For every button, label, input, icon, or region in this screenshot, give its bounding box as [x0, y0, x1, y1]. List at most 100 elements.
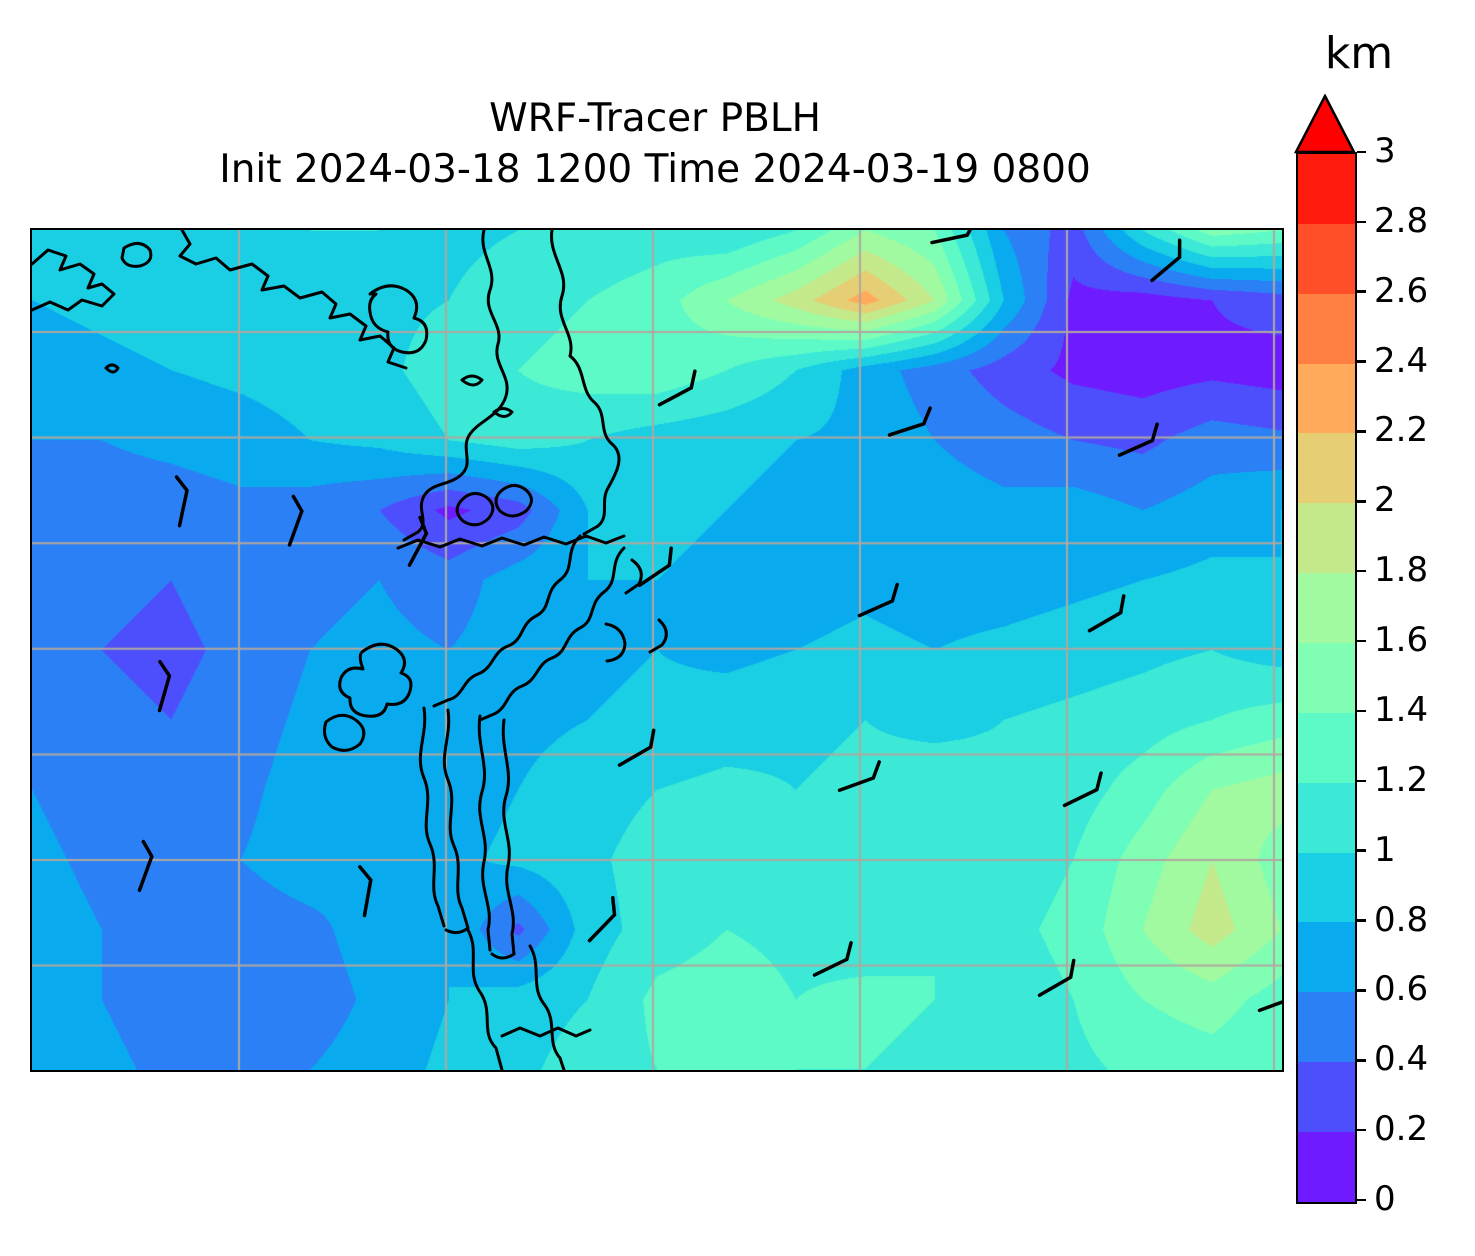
wind-barb: [137, 839, 154, 892]
plot-title-line1: WRF-Tracer PBLH: [489, 96, 821, 141]
coastline-path: [624, 558, 643, 595]
colorbar-tick-mark: [1357, 430, 1366, 433]
coastlines: [32, 230, 668, 1070]
wind-barb: [1117, 422, 1159, 457]
colorbar-tick-mark: [1357, 360, 1366, 363]
colorbar-segment: [1298, 992, 1355, 1063]
wind-barbs-layer: [137, 230, 1282, 1013]
wind-barb: [837, 760, 881, 793]
coastline-path: [418, 706, 446, 928]
wind-barb-glyph: [157, 659, 172, 713]
colorbar-extend-arrow: [1294, 94, 1357, 154]
coastline-path: [477, 714, 492, 952]
wind-barb-glyph: [407, 515, 429, 567]
coastline-path: [492, 407, 514, 418]
colorbar-tick-label: 1.8: [1374, 550, 1429, 591]
wind-barb-glyph: [657, 369, 697, 407]
wind-barb: [157, 659, 172, 713]
colorbar-segment: [1298, 712, 1355, 783]
colorbar-tick-label: 2.8: [1374, 200, 1429, 241]
colorbar-tick-mark: [1357, 500, 1366, 503]
wind-barb: [617, 728, 656, 767]
wind-barb: [887, 406, 932, 437]
coastline-path: [178, 230, 408, 370]
colorbar-segment: [1298, 852, 1355, 923]
wind-barb: [407, 515, 429, 567]
wind-barb: [857, 582, 899, 618]
colorbar-tick-mark: [1357, 1059, 1366, 1062]
wind-barb-glyph: [1257, 980, 1282, 1013]
colorbar-tick-mark: [1357, 1128, 1366, 1132]
colorbar-tick-label: 2.6: [1374, 270, 1429, 311]
colorbar-tick-mark: [1357, 989, 1366, 992]
wind-barb: [358, 865, 373, 918]
colorbar-tick-mark: [1357, 290, 1366, 293]
colorbar-segment: [1298, 223, 1355, 294]
coastline-path: [368, 284, 429, 355]
colorbar-tick-label: 3: [1374, 131, 1396, 171]
coastline-path: [648, 618, 668, 654]
pblh-field-canvas: [32, 230, 1282, 1070]
coastline-path: [32, 248, 116, 312]
colorbar-tick-mark: [1357, 569, 1366, 573]
wind-barb-glyph: [1117, 422, 1159, 457]
wind-barb-glyph: [1062, 771, 1103, 808]
coastline-path: [490, 718, 516, 960]
colorbar-tick-label: 1: [1374, 829, 1396, 870]
colorbar-bar: [1296, 152, 1357, 1204]
colorbar-tick-mark: [1357, 1198, 1366, 1202]
wind-barb: [1257, 980, 1282, 1013]
wind-barb: [287, 494, 304, 547]
wind-barb-glyph: [137, 839, 154, 892]
wind-barb-glyph: [857, 582, 899, 618]
colorbar-segment: [1298, 363, 1355, 434]
coastline-path: [604, 622, 627, 663]
wind-barb: [657, 369, 697, 407]
colorbar-segment: [1298, 503, 1355, 574]
wind-barb: [1062, 771, 1103, 808]
wind-barb: [1037, 958, 1076, 997]
colorbar-segment: [1298, 433, 1355, 504]
wind-barb-glyph: [617, 728, 656, 767]
colorbar-segment: [1298, 922, 1355, 993]
colorbar-segment: [1298, 643, 1355, 713]
colorbar-tick-label: 0: [1374, 1179, 1396, 1219]
wind-barb-glyph: [358, 865, 373, 918]
colorbar-tick-mark: [1357, 150, 1366, 154]
wind-barb: [174, 475, 189, 528]
coastline-path: [494, 484, 533, 518]
wind-barb: [812, 941, 853, 977]
wind-barb: [637, 546, 673, 588]
colorbar-tick-label: 0.2: [1374, 1109, 1429, 1150]
colorbar-tick-label: 2.2: [1374, 410, 1429, 451]
colorbar-tick-mark: [1357, 779, 1366, 783]
colorbar-segment: [1298, 1062, 1355, 1133]
coastline-path: [460, 374, 484, 387]
coastline-path: [104, 363, 120, 374]
coastline-path: [323, 713, 366, 752]
wind-barb: [1150, 238, 1182, 283]
coastline-path: [528, 944, 566, 1070]
plot-title: WRF-Tracer PBLH Init 2024-03-18 1200 Tim…: [30, 94, 1280, 196]
map-axes: [30, 228, 1284, 1072]
wind-barb-glyph: [587, 896, 617, 943]
wind-barb-glyph: [837, 760, 881, 793]
colorbar-tick-label: 0.8: [1374, 899, 1429, 940]
wind-barb: [587, 896, 617, 943]
colorbar-tick-mark: [1357, 709, 1366, 713]
colorbar-unit-label: km: [1324, 28, 1394, 79]
wind-barb: [930, 230, 978, 245]
colorbar-segment: [1298, 1132, 1355, 1202]
colorbar-segment: [1298, 573, 1355, 644]
colorbar-tick-mark: [1357, 639, 1366, 643]
wind-barb-glyph: [637, 546, 673, 588]
colorbar-tick-label: 2: [1374, 480, 1396, 521]
colorbar-tick-mark: [1357, 220, 1366, 224]
colorbar: km 0 0.2 0.4 0.6 0.8 1 1.2 1.4 1.6 1.8 2 2.2 2.4 2.6 2…: [1294, 28, 1474, 1219]
coastline-path: [466, 928, 504, 1070]
coastline-path: [500, 1026, 592, 1038]
wind-barb-glyph: [812, 941, 853, 977]
coastline-path: [338, 642, 413, 718]
colorbar-arrow-triangle: [1294, 94, 1357, 154]
